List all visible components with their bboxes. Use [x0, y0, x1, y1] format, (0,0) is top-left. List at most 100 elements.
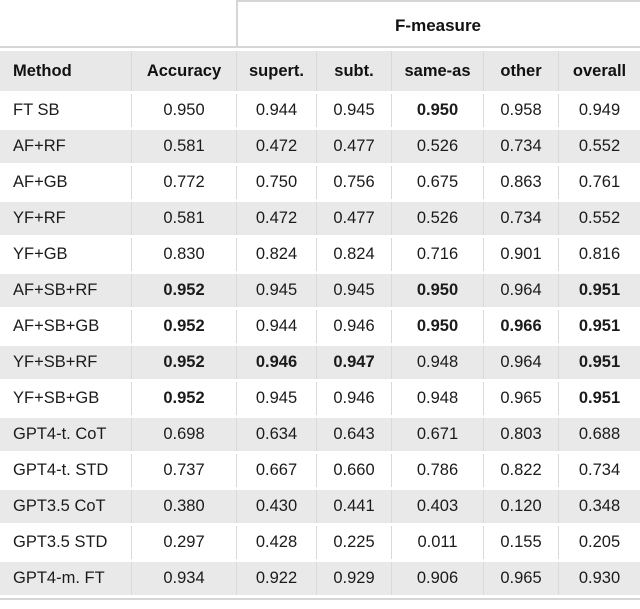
method-cell: GPT4-m. FT: [0, 562, 131, 595]
value-cell-supert: 0.945: [236, 382, 316, 415]
value-cell-same-as: 0.950: [391, 310, 483, 343]
method-cell: YF+GB: [0, 238, 131, 271]
table-row: AF+SB+GB 0.952 0.944 0.946 0.950 0.966 0.951: [0, 310, 640, 343]
column-header-other: other: [483, 51, 558, 91]
group-header-spacer: [0, 3, 236, 48]
value-cell-subt: 0.477: [316, 130, 391, 163]
f-measure-group-header: F-measure: [236, 3, 640, 48]
value-cell-Accuracy: 0.952: [131, 274, 236, 307]
value-cell-other: 0.803: [483, 418, 558, 451]
table-row: YF+SB+RF 0.952 0.946 0.947 0.948 0.964 0.951: [0, 346, 640, 379]
value-cell-overall: 0.930: [558, 562, 640, 595]
value-cell-subt: 0.945: [316, 274, 391, 307]
value-cell-other: 0.734: [483, 130, 558, 163]
value-cell-Accuracy: 0.830: [131, 238, 236, 271]
value-cell-other: 0.964: [483, 346, 558, 379]
method-cell: AF+SB+GB: [0, 310, 131, 343]
value-cell-same-as: 0.950: [391, 274, 483, 307]
bottom-rule: [0, 598, 640, 600]
value-cell-subt: 0.441: [316, 490, 391, 523]
value-cell-overall: 0.205: [558, 526, 640, 559]
column-header-accuracy: Accuracy: [131, 51, 236, 91]
value-cell-subt: 0.643: [316, 418, 391, 451]
table-row: YF+SB+GB 0.952 0.945 0.946 0.948 0.965 0.951: [0, 382, 640, 415]
table-row: GPT4-t. CoT 0.698 0.634 0.643 0.671 0.803 0.68…: [0, 418, 640, 451]
method-cell: AF+GB: [0, 166, 131, 199]
value-cell-subt: 0.947: [316, 346, 391, 379]
value-cell-overall: 0.761: [558, 166, 640, 199]
method-cell: GPT4-t. STD: [0, 454, 131, 487]
column-header-subt: subt.: [316, 51, 391, 91]
value-cell-overall: 0.552: [558, 202, 640, 235]
method-cell: AF+SB+RF: [0, 274, 131, 307]
value-cell-same-as: 0.675: [391, 166, 483, 199]
table-header: F-measure Method Accuracy supert. subt. …: [0, 3, 640, 91]
method-cell: YF+SB+GB: [0, 382, 131, 415]
f-measure-left-rule: [236, 0, 238, 48]
value-cell-Accuracy: 0.698: [131, 418, 236, 451]
value-cell-Accuracy: 0.581: [131, 202, 236, 235]
value-cell-supert: 0.945: [236, 274, 316, 307]
value-cell-overall: 0.951: [558, 310, 640, 343]
method-cell: GPT3.5 STD: [0, 526, 131, 559]
value-cell-Accuracy: 0.772: [131, 166, 236, 199]
value-cell-other: 0.120: [483, 490, 558, 523]
value-cell-subt: 0.824: [316, 238, 391, 271]
value-cell-other: 0.964: [483, 274, 558, 307]
value-cell-supert: 0.750: [236, 166, 316, 199]
method-cell: FT SB: [0, 94, 131, 127]
value-cell-Accuracy: 0.950: [131, 94, 236, 127]
value-cell-same-as: 0.950: [391, 94, 483, 127]
value-cell-supert: 0.944: [236, 310, 316, 343]
method-cell: GPT4-t. CoT: [0, 418, 131, 451]
value-cell-other: 0.966: [483, 310, 558, 343]
value-cell-supert: 0.634: [236, 418, 316, 451]
table-body: FT SB 0.950 0.944 0.945 0.950 0.958 0.949 AF+RF…: [0, 94, 640, 595]
value-cell-subt: 0.929: [316, 562, 391, 595]
method-cell: GPT3.5 CoT: [0, 490, 131, 523]
value-cell-supert: 0.472: [236, 202, 316, 235]
value-cell-other: 0.965: [483, 562, 558, 595]
value-cell-same-as: 0.403: [391, 490, 483, 523]
value-cell-supert: 0.428: [236, 526, 316, 559]
value-cell-Accuracy: 0.934: [131, 562, 236, 595]
value-cell-same-as: 0.671: [391, 418, 483, 451]
value-cell-Accuracy: 0.297: [131, 526, 236, 559]
value-cell-supert: 0.946: [236, 346, 316, 379]
column-header-method: Method: [0, 51, 131, 91]
method-cell: YF+SB+RF: [0, 346, 131, 379]
column-header-overall: overall: [558, 51, 640, 91]
value-cell-other: 0.863: [483, 166, 558, 199]
value-cell-supert: 0.667: [236, 454, 316, 487]
value-cell-Accuracy: 0.380: [131, 490, 236, 523]
value-cell-overall: 0.348: [558, 490, 640, 523]
table-row: GPT3.5 STD 0.297 0.428 0.225 0.011 0.155 0.205: [0, 526, 640, 559]
value-cell-subt: 0.946: [316, 382, 391, 415]
value-cell-same-as: 0.786: [391, 454, 483, 487]
table-row: AF+SB+RF 0.952 0.945 0.945 0.950 0.964 0.951: [0, 274, 640, 307]
value-cell-overall: 0.951: [558, 382, 640, 415]
method-cell: YF+RF: [0, 202, 131, 235]
value-cell-subt: 0.946: [316, 310, 391, 343]
value-cell-same-as: 0.011: [391, 526, 483, 559]
value-cell-other: 0.155: [483, 526, 558, 559]
value-cell-overall: 0.951: [558, 346, 640, 379]
value-cell-same-as: 0.906: [391, 562, 483, 595]
value-cell-same-as: 0.526: [391, 130, 483, 163]
table-row: FT SB 0.950 0.944 0.945 0.950 0.958 0.949: [0, 94, 640, 127]
value-cell-overall: 0.949: [558, 94, 640, 127]
value-cell-Accuracy: 0.952: [131, 346, 236, 379]
value-cell-other: 0.958: [483, 94, 558, 127]
header-top-rule: [0, 46, 640, 48]
table-row: GPT4-m. FT 0.934 0.922 0.929 0.906 0.965 0.930: [0, 562, 640, 595]
table-row: AF+RF 0.581 0.472 0.477 0.526 0.734 0.552: [0, 130, 640, 163]
column-header-supert: supert.: [236, 51, 316, 91]
value-cell-same-as: 0.948: [391, 346, 483, 379]
value-cell-supert: 0.430: [236, 490, 316, 523]
value-cell-Accuracy: 0.737: [131, 454, 236, 487]
table-row: GPT4-t. STD 0.737 0.667 0.660 0.786 0.822 0.73…: [0, 454, 640, 487]
column-header-row: Method Accuracy supert. subt. same-as ot…: [0, 51, 640, 91]
value-cell-overall: 0.951: [558, 274, 640, 307]
